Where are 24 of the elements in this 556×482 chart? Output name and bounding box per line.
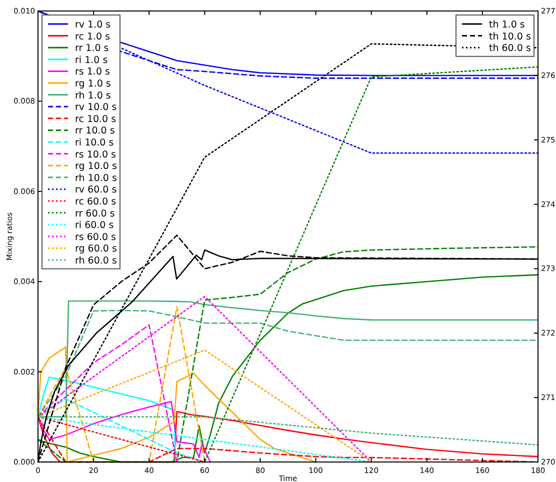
legend-label: rv 60.0 s — [75, 184, 117, 196]
legend-label: rr 1.0 s — [75, 43, 109, 54]
legend-label: rh 60.0 s — [75, 256, 117, 266]
legend-label: ri 60.0 s — [75, 220, 114, 232]
legend-label: rc 1.0 s — [75, 31, 110, 42]
legend-label: rg 60.0 s — [75, 244, 117, 255]
legend-label: rv 1.0 s — [75, 20, 111, 30]
legend-label: ri 1.0 s — [75, 54, 108, 66]
legend-label: rr 60.0 s — [75, 208, 115, 220]
legend-label: rg 10.0 s — [75, 161, 117, 172]
legend-label: rs 10.0 s — [75, 149, 116, 160]
legend-label: rg 1.0 s — [75, 78, 111, 90]
legend-label: rc 10.0 s — [75, 114, 116, 125]
legend-label: ri 10.0 s — [75, 138, 114, 148]
legend-label: rc 60.0 s — [75, 196, 116, 208]
legend-label: th 1.0 s — [489, 20, 525, 30]
legend-label: th 60.0 s — [489, 43, 531, 54]
legend-label: rs 60.0 s — [75, 232, 116, 243]
legend-label: rr 10.0 s — [75, 126, 115, 137]
legend-label: th 10.0 s — [489, 31, 531, 42]
legend-label: rh 1.0 s — [75, 90, 111, 102]
legend-label: rh 10.0 s — [75, 172, 117, 184]
legend-label: rs 1.0 s — [75, 66, 110, 78]
legend-label: rv 10.0 s — [75, 102, 117, 114]
